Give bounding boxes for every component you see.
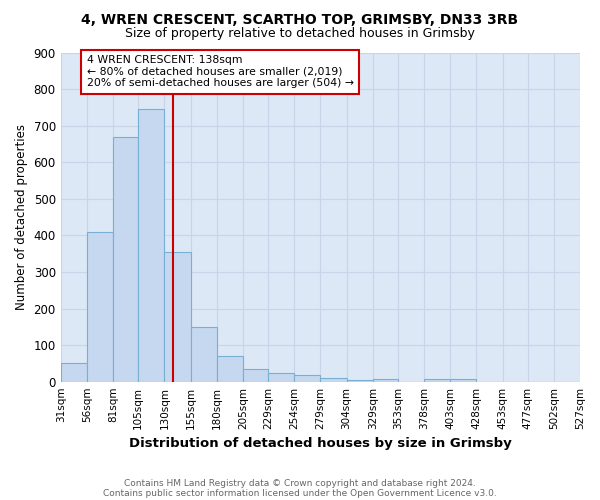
Bar <box>450 379 476 382</box>
Text: 4 WREN CRESCENT: 138sqm
← 80% of detached houses are smaller (2,019)
20% of semi: 4 WREN CRESCENT: 138sqm ← 80% of detache… <box>87 55 354 88</box>
Bar <box>268 372 294 382</box>
Bar <box>113 136 138 382</box>
Bar <box>294 375 320 382</box>
Bar <box>191 327 217 382</box>
Text: 4, WREN CRESCENT, SCARTHO TOP, GRIMSBY, DN33 3RB: 4, WREN CRESCENT, SCARTHO TOP, GRIMSBY, … <box>82 12 518 26</box>
Y-axis label: Number of detached properties: Number of detached properties <box>15 124 28 310</box>
Bar <box>164 252 191 382</box>
X-axis label: Distribution of detached houses by size in Grimsby: Distribution of detached houses by size … <box>129 437 512 450</box>
Bar <box>424 379 450 382</box>
Text: Contains HM Land Registry data © Crown copyright and database right 2024.: Contains HM Land Registry data © Crown c… <box>124 478 476 488</box>
Bar <box>217 356 243 382</box>
Bar <box>243 369 268 382</box>
Text: Size of property relative to detached houses in Grimsby: Size of property relative to detached ho… <box>125 28 475 40</box>
Bar <box>138 109 164 382</box>
Bar <box>87 232 113 382</box>
Bar <box>347 380 373 382</box>
Bar <box>373 379 398 382</box>
Bar <box>320 378 347 382</box>
Bar <box>61 364 87 382</box>
Text: Contains public sector information licensed under the Open Government Licence v3: Contains public sector information licen… <box>103 488 497 498</box>
